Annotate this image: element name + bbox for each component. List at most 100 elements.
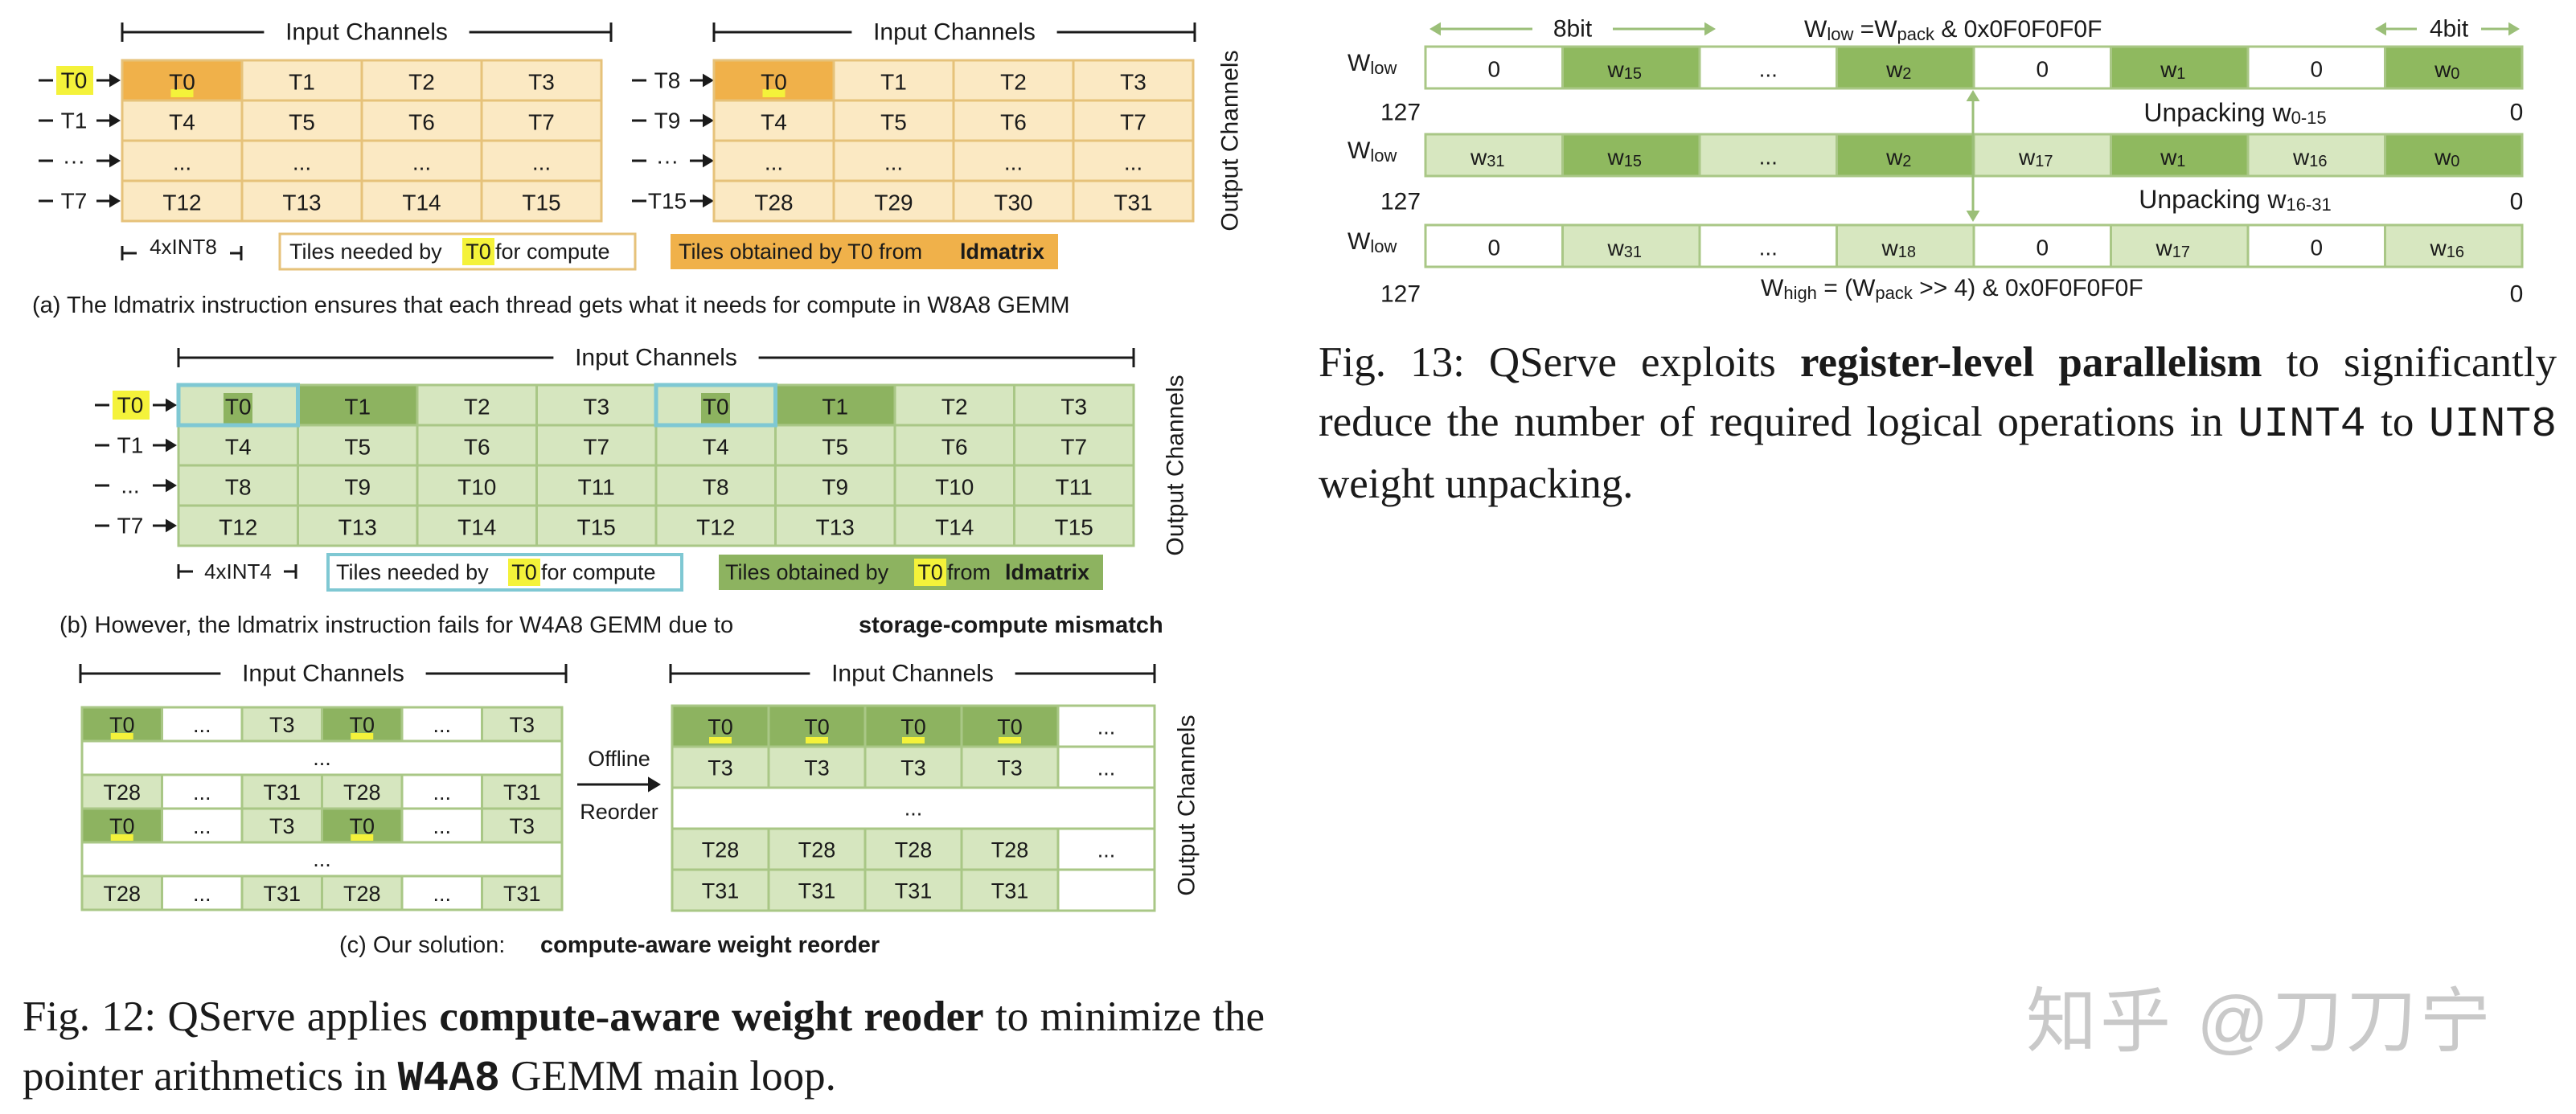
fig12a-left-grid-cell-text: T5 <box>289 110 315 135</box>
fig12b-row-head <box>166 478 177 493</box>
fig12a-legend-needed-post: for compute <box>495 240 610 264</box>
fig12b-legend-obtained-pre: Tiles obtained by <box>725 560 889 584</box>
fig12b-grid-cell-text: T6 <box>941 435 968 460</box>
fig13-caption-prefix: Fig. 13: QServe exploits <box>1319 339 1800 386</box>
fig12b-grid-cell-text: T10 <box>935 475 974 500</box>
fig12a-row-left-label: T0 <box>61 68 88 93</box>
fig13-register-cell-text: w16 <box>2430 235 2464 262</box>
fig12c-input-channels-left-label-bg <box>220 657 426 690</box>
fig12b-row-head <box>166 438 177 453</box>
fig12c-left-cell-text: ... <box>433 814 451 838</box>
fig12c-right-cell-text: T0 <box>900 715 926 739</box>
fig12a-right-grid-cell <box>952 59 1075 102</box>
fig12b-row-label: T1 <box>117 433 144 458</box>
fig12c-reorder-arrow-head <box>648 776 661 792</box>
fig12b-grid-cell-text: T12 <box>696 515 735 540</box>
fig13-cell-sub: 15 <box>1624 65 1642 83</box>
fig12c-right-cell-text: T0 <box>708 715 733 739</box>
fig12c-left-merged-text: ... <box>313 746 331 770</box>
fig12c-left-cell-text: T31 <box>263 882 301 906</box>
fig13-row-label-main: W <box>1347 50 1371 76</box>
fig12a-legend-obtained-bold: ldmatrix <box>960 240 1044 264</box>
fig13-register-cell <box>1561 45 1701 90</box>
fig12b-row-label: ... <box>121 473 139 498</box>
fig12c-right-cell-text: T31 <box>895 879 933 903</box>
fig12b-grid-cell-text: T1 <box>344 395 371 420</box>
fig13-register-cell-text: w16 <box>2292 145 2327 171</box>
fig12b-grid-cell <box>535 383 658 427</box>
fig13-cell-sub: 18 <box>1898 244 1916 261</box>
fig12b-input-channels-label-bg <box>553 342 759 374</box>
fig12a-right-grid-cell-text: T5 <box>880 110 907 135</box>
fig12a-left-grid-cell-text: ... <box>173 150 191 175</box>
fig12a-right-grid-cell-text: T6 <box>1000 110 1027 135</box>
fig13-row-label-sub: low <box>1370 58 1397 78</box>
fig12a-right-grid-cell-text: ... <box>765 150 783 175</box>
fig12c-right-cell <box>767 827 867 871</box>
fig13-register-cell-text: w15 <box>1607 57 1642 84</box>
fig13-register-cell-text: w31 <box>1470 145 1504 171</box>
fig13-cell-main: w <box>2434 145 2451 170</box>
fig12a-right-grid-cell <box>952 99 1075 142</box>
fig12c-left-merged-text: ... <box>313 847 331 871</box>
fig12b-grid-cell <box>774 464 896 507</box>
fig12a-left-grid-cell <box>240 179 363 223</box>
fig12a-right-grid-cell-highlight <box>762 89 786 97</box>
fig12c-right-cell-highlight <box>806 737 828 743</box>
fig13-cell-sub: 2 <box>1902 65 1911 83</box>
fig12c-right-cell-text: ... <box>1097 715 1116 739</box>
fig12b-legend-needed-pre: Tiles needed by <box>336 560 489 584</box>
fig12a-right-grid-cell-text: T29 <box>874 190 913 215</box>
fig12c-right-cell-highlight <box>709 737 732 743</box>
fig13-register-cell <box>2246 223 2386 268</box>
fig12a-left-grid-cell <box>480 179 603 223</box>
fig12b-width-label: 4xINT4 <box>204 559 272 584</box>
fig12b-needed-frame <box>654 383 777 428</box>
fig13-bottom-formula-part: pack <box>1875 283 1913 303</box>
fig12c-left-cell-text: ... <box>193 713 211 737</box>
fig13-register-cell-text: 0 <box>1487 57 1500 82</box>
fig12b-grid-cell-text: T4 <box>703 435 729 460</box>
fig13-caption: Fig. 13: QServe exploits register-level … <box>1319 333 2557 514</box>
fig12c-input-channels-left-label: Input Channels <box>242 661 404 687</box>
fig12c-right-cell-text: T31 <box>702 879 740 903</box>
fig13-cell-main: w <box>2430 235 2447 260</box>
fig13-cell-sub: 0 <box>2451 153 2459 170</box>
fig13-cell-sub: 1 <box>2176 153 2185 170</box>
fig12a-left-grid-cell-text: T4 <box>169 110 195 135</box>
fig13-cell-main: w <box>1885 57 1903 82</box>
fig13-register-cell <box>2384 45 2524 90</box>
fig13-register-cell-text: w2 <box>1885 57 1911 84</box>
fig13-register-cell <box>1836 45 1975 90</box>
fig13-register-cell <box>1836 133 1975 178</box>
fig12b-legend-needed-box <box>326 553 683 592</box>
fig12b-grid-cell <box>774 504 896 547</box>
fig13-cell-sub: 2 <box>1902 153 1911 170</box>
fig12a-legend-needed-thread-highlight <box>462 238 494 265</box>
fig12b-grid-cell-text: T10 <box>457 475 496 500</box>
fig13-register-cell <box>1698 223 1838 268</box>
fig13-cell-sub: 31 <box>1624 244 1642 261</box>
fig12c-reorder-label-2: Reorder <box>580 800 658 824</box>
fig12b-grid-cell-text: T12 <box>219 515 257 540</box>
fig13-cell-main: w <box>2160 57 2177 82</box>
fig12a-right-grid-cell-text: T2 <box>1000 70 1027 95</box>
fig12a-row-left-highlight <box>56 66 93 95</box>
fig12c-left-cell <box>161 706 244 743</box>
fig12b-grid-cell <box>535 424 658 467</box>
fig12c-left-cell <box>240 874 323 911</box>
fig12a-row-right-label: T8 <box>654 68 681 93</box>
fig12c-left-cell <box>400 706 483 743</box>
fig12b-grid-cell <box>535 464 658 507</box>
fig13-cell-sub: 1 <box>2176 65 2185 83</box>
fig12c-reorder-label-1: Offline <box>588 747 650 771</box>
fig13-cell-main: w <box>1470 145 1487 170</box>
fig13-caption-to: to <box>2365 399 2429 445</box>
fig12c-left-cell <box>240 706 323 743</box>
fig12b-output-channels: Output Channels <box>1163 375 1189 555</box>
fig13-cell-main: w <box>1607 235 1625 260</box>
fig12a-left-grid-cell-text: T7 <box>528 110 555 135</box>
fig12b-grid-cell-text: T4 <box>225 435 252 460</box>
fig12a-row-left-head <box>109 154 121 168</box>
fig12c-left-cell-text: T28 <box>343 882 381 906</box>
